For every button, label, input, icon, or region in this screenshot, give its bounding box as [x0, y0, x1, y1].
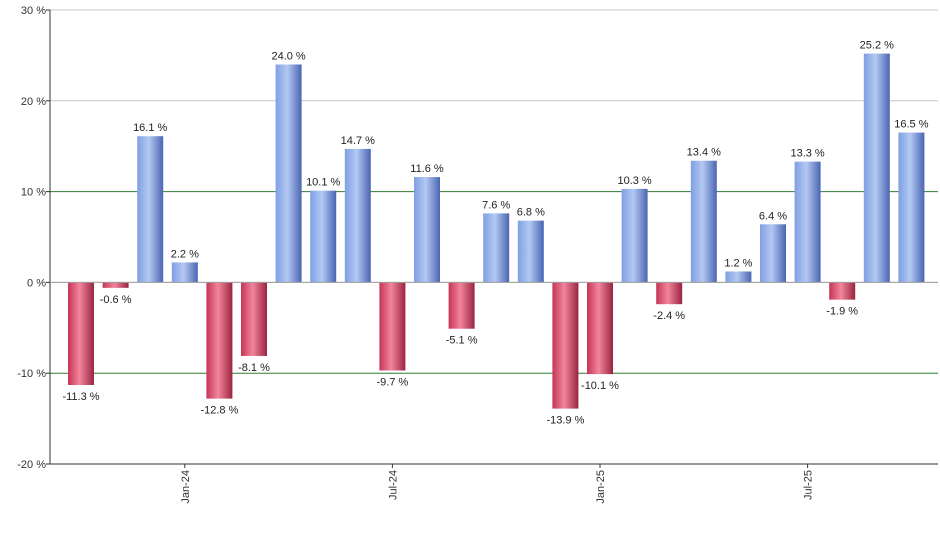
- data-label: -13.9 %: [546, 415, 584, 427]
- bar-may-24: [310, 190, 337, 283]
- x-tick-label: Jul-25: [803, 470, 815, 500]
- data-label: 1.2 %: [724, 258, 752, 270]
- data-label: -8.1 %: [238, 362, 270, 374]
- bar-aug-24: [414, 177, 440, 283]
- y-tick-label: 20 %: [21, 96, 46, 108]
- data-label: 10.1 %: [306, 177, 340, 189]
- data-label: 13.4 %: [687, 147, 721, 159]
- bar-aug-25: [829, 282, 856, 300]
- data-label: -2.4 %: [653, 310, 685, 322]
- data-label: -12.8 %: [200, 405, 238, 417]
- y-tick-label: -10 %: [17, 368, 46, 380]
- bars: [68, 53, 925, 409]
- data-label: 13.3 %: [790, 148, 824, 160]
- data-label: -10.1 %: [581, 380, 619, 392]
- bar-feb-25: [621, 188, 648, 283]
- data-label: 11.6 %: [410, 163, 444, 175]
- y-tick-label: -20 %: [17, 459, 46, 471]
- axes: [46, 9, 938, 468]
- x-tick-label: Jan-25: [595, 470, 607, 504]
- bar-nov-23: [102, 282, 129, 288]
- bar-sep-24: [448, 282, 475, 329]
- bar-jul-25: [794, 161, 821, 283]
- bar-feb-24: [206, 282, 233, 399]
- bar-dec-23: [137, 136, 164, 283]
- bar-oct-25: [898, 132, 925, 283]
- data-label: 7.6 %: [482, 199, 510, 211]
- data-label: -5.1 %: [446, 335, 478, 347]
- data-label: 16.1 %: [133, 122, 167, 134]
- data-label: 25.2 %: [860, 40, 894, 52]
- bar-oct-23: [68, 282, 94, 386]
- bar-jun-24: [344, 148, 371, 283]
- data-label: -11.3 %: [62, 391, 99, 403]
- bar-mar-25: [656, 282, 683, 305]
- bar-mar-24: [241, 282, 267, 356]
- bar-may-25: [725, 271, 752, 283]
- data-label: 14.7 %: [341, 135, 375, 147]
- data-label: -1.9 %: [826, 306, 858, 318]
- tick-labels: -20 % -10 % 0 % 10 % 20 % 30 % Jan-24 Jul-24 Jan…: [17, 5, 814, 504]
- data-label: -0.6 %: [100, 294, 132, 306]
- data-label: -9.7 %: [377, 376, 409, 388]
- bar-jul-24: [379, 282, 406, 371]
- bar-apr-24: [275, 64, 302, 283]
- x-tick-label: Jul-24: [387, 470, 399, 500]
- bar-oct-24: [483, 213, 510, 283]
- data-label: 6.4 %: [759, 210, 787, 222]
- bar-apr-25: [690, 160, 717, 283]
- data-label: 16.5 %: [894, 119, 928, 131]
- data-label: 6.8 %: [517, 207, 545, 219]
- data-label: 24.0 %: [271, 50, 305, 62]
- reference-lines: [50, 191, 938, 374]
- bar-jan-25: [587, 282, 613, 375]
- bar-jun-25: [760, 224, 786, 283]
- bar-sep-25: [863, 53, 890, 283]
- data-label: 2.2 %: [171, 248, 199, 260]
- data-labels: -11.3 % -0.6 % 16.1 % 2.2 % -12.8 % -8.1 % 24.…: [62, 40, 928, 427]
- y-tick-label: 0 %: [27, 277, 46, 289]
- x-tick-label: Jan-24: [180, 470, 192, 504]
- bar-dec-24: [552, 282, 579, 409]
- bar-jan-24: [171, 262, 198, 283]
- y-tick-label: 30 %: [21, 5, 46, 17]
- y-tick-label: 10 %: [21, 187, 46, 199]
- bar-nov-24: [517, 220, 544, 283]
- data-label: 10.3 %: [617, 175, 651, 187]
